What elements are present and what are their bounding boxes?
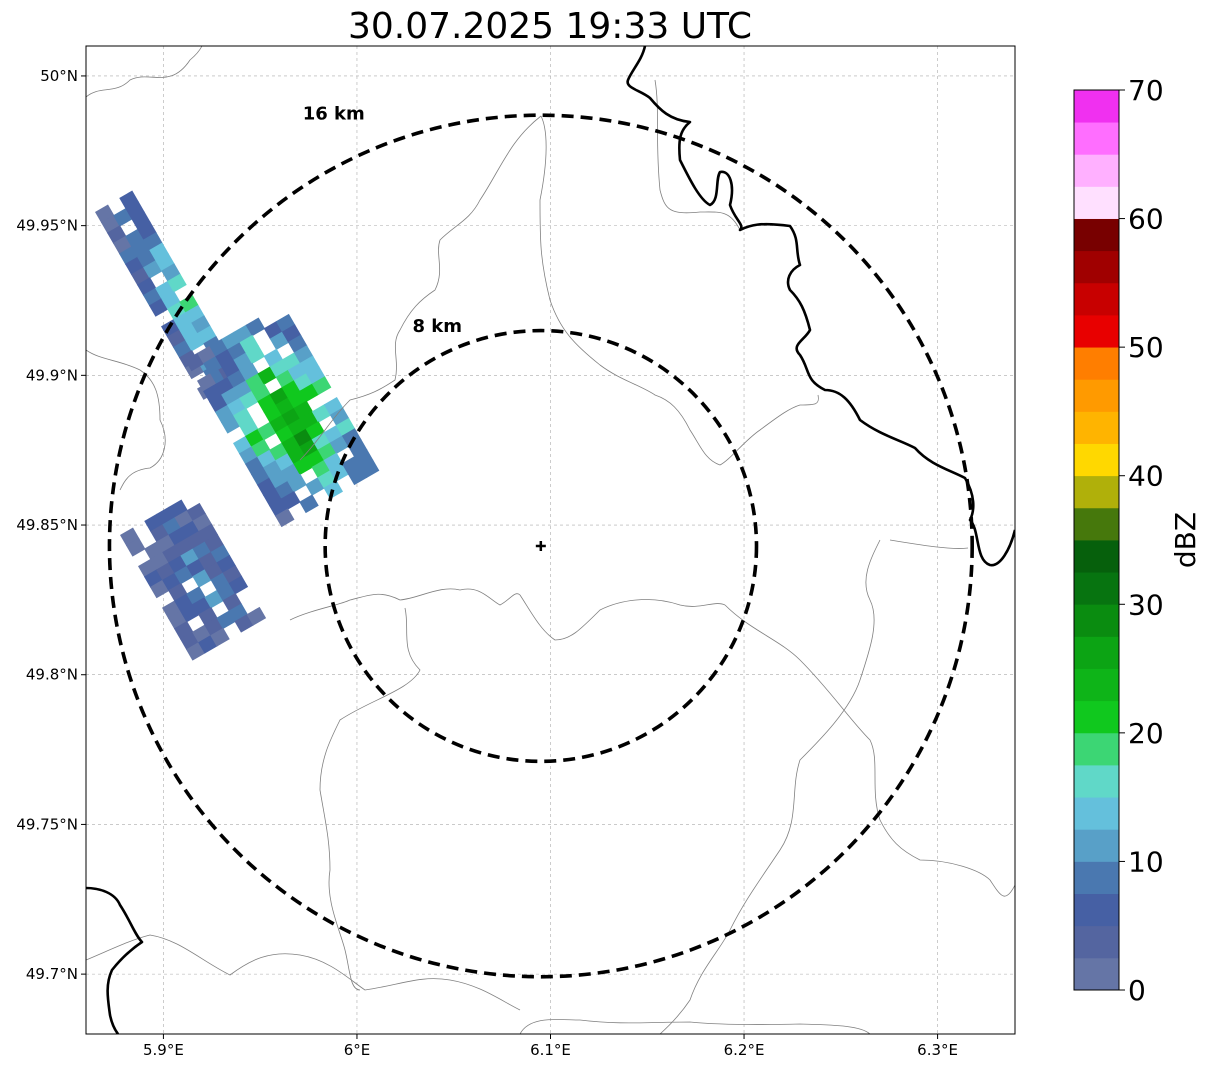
colorbar-swatch-6 (1074, 765, 1119, 798)
range-ring-label: 8 km (413, 316, 463, 337)
gridlines (86, 46, 1015, 1034)
colorbar-tick-label: 10 (1128, 845, 1164, 878)
y-tick-label: 49.95°N (16, 217, 78, 235)
colorbar-swatch-7 (1074, 732, 1119, 766)
colorbar-swatch-8 (1074, 700, 1119, 734)
national-border-east (626, 46, 1015, 567)
boundary-line-southeast (659, 539, 881, 1034)
boundary-line-west (86, 349, 166, 491)
colorbar-tick-label: 40 (1128, 460, 1164, 493)
echo-cluster-1 (185, 313, 380, 528)
colorbar-swatch-14 (1074, 507, 1119, 541)
colorbar-tick-label: 50 (1128, 331, 1164, 364)
colorbar-swatch-11 (1074, 604, 1119, 637)
colorbar-swatch-4 (1074, 829, 1119, 862)
boundary-line-east-bend (539, 115, 819, 466)
colorbar-swatch-23 (1074, 218, 1119, 252)
boundary-line-river-valley (289, 588, 726, 641)
colorbar-swatch-22 (1074, 250, 1119, 284)
border-lines (86, 46, 1015, 1034)
colorbar-frame (1073, 89, 1120, 991)
colorbar-tick-label: 70 (1128, 74, 1164, 107)
echo-bin (167, 273, 187, 293)
boundary-line-eastern-plateau (889, 539, 969, 549)
echo-cluster-2 (120, 499, 267, 661)
y-tick-label: 49.9°N (26, 366, 78, 384)
range-ring-label: 16 km (303, 104, 365, 125)
boundary-line-northeast (654, 79, 741, 231)
radar-site-marker (535, 540, 546, 551)
colorbar-swatch-16 (1074, 443, 1119, 477)
colorbar-swatch-5 (1074, 797, 1119, 830)
colorbar-swatch-17 (1074, 411, 1119, 444)
echo-bin (245, 345, 265, 365)
boundary-line-north-central (299, 115, 542, 461)
colorbar-tick-label: 0 (1128, 974, 1146, 1007)
national-border-southwest (86, 886, 144, 1034)
colorbar-swatch-12 (1074, 572, 1119, 605)
echo-bin (126, 537, 146, 557)
range-ring-16km (107, 113, 974, 979)
colorbar-swatch-3 (1074, 861, 1119, 894)
x-axis-ticks: 5.9°E 6°E 6.1°E 6.2°E 6.3°E (143, 1034, 958, 1059)
echo-bin (299, 494, 319, 514)
echo-bin (287, 473, 307, 493)
y-axis-ticks: 50°N 49.95°N 49.9°N 49.85°N 49.8°N 49.75°N 49.… (16, 67, 86, 983)
x-tick-label: 6°E (344, 1041, 371, 1059)
colorbar-tick-label: 30 (1128, 588, 1164, 621)
range-rings: 8 km 16 km (107, 104, 974, 979)
colorbar-swatch-19 (1074, 347, 1119, 380)
boundary-line-bottom (519, 1019, 871, 1034)
colorbar-swatch-24 (1074, 186, 1119, 219)
colorbar-swatch-15 (1074, 475, 1119, 509)
boundary-line-upper-left (86, 46, 203, 98)
colorbar-swatch-0 (1074, 957, 1119, 991)
map-title: 30.07.2025 19:33 UTC (348, 6, 752, 47)
x-tick-label: 6.3°E (917, 1041, 958, 1059)
echo-bin (311, 376, 332, 396)
y-tick-label: 49.8°N (26, 666, 78, 684)
colorbar-tick-label: 20 (1128, 717, 1164, 750)
x-tick-label: 5.9°E (143, 1041, 184, 1059)
colorbar-swatch-1 (1074, 925, 1119, 959)
y-tick-label: 49.85°N (16, 516, 78, 534)
country-border-lines (86, 46, 1015, 1034)
colorbar-tick-label: 60 (1128, 203, 1164, 236)
x-tick-label: 6.2°E (724, 1041, 765, 1059)
colorbar-swatch-27 (1074, 90, 1119, 123)
colorbar: 0 10 20 30 40 50 60 70 dBZ (1073, 74, 1202, 1007)
map-area: 8 km 16 km 5.9°E 6°E 6.1°E 6.2°E 6.3°E 50°N 49… (16, 45, 1016, 1059)
echo-bin (246, 606, 267, 626)
colorbar-swatch-9 (1074, 668, 1119, 702)
echo-bin (275, 508, 295, 528)
y-tick-label: 49.75°N (16, 815, 78, 833)
x-tick-label: 6.1°E (530, 1041, 571, 1059)
colorbar-swatch-25 (1074, 154, 1119, 187)
y-tick-label: 49.7°N (26, 965, 78, 983)
echo-bin (245, 317, 266, 337)
colorbar-label: dBZ (1169, 512, 1202, 568)
reflectivity-echoes (95, 190, 380, 661)
boundary-line-east-edge (724, 604, 1015, 897)
colorbar-swatch-2 (1074, 893, 1119, 927)
colorbar-swatch-21 (1074, 282, 1119, 316)
y-tick-label: 50°N (40, 67, 78, 85)
range-ring-8km (323, 328, 759, 764)
colorbar-swatch-10 (1074, 636, 1119, 669)
boundary-line-south (319, 607, 421, 991)
echo-bin (210, 627, 230, 647)
colorbar-swatch-26 (1074, 122, 1119, 155)
echo-bin (359, 459, 380, 479)
echo-bin (228, 575, 249, 595)
colorbar-swatches (1074, 90, 1119, 991)
echo-bin (281, 490, 301, 510)
colorbar-ticks: 0 10 20 30 40 50 60 70 (1119, 74, 1164, 1007)
colorbar-swatch-20 (1074, 315, 1119, 348)
colorbar-swatch-18 (1074, 379, 1119, 412)
colorbar-swatch-13 (1074, 540, 1119, 573)
boundary-line-southwest (86, 934, 521, 1011)
